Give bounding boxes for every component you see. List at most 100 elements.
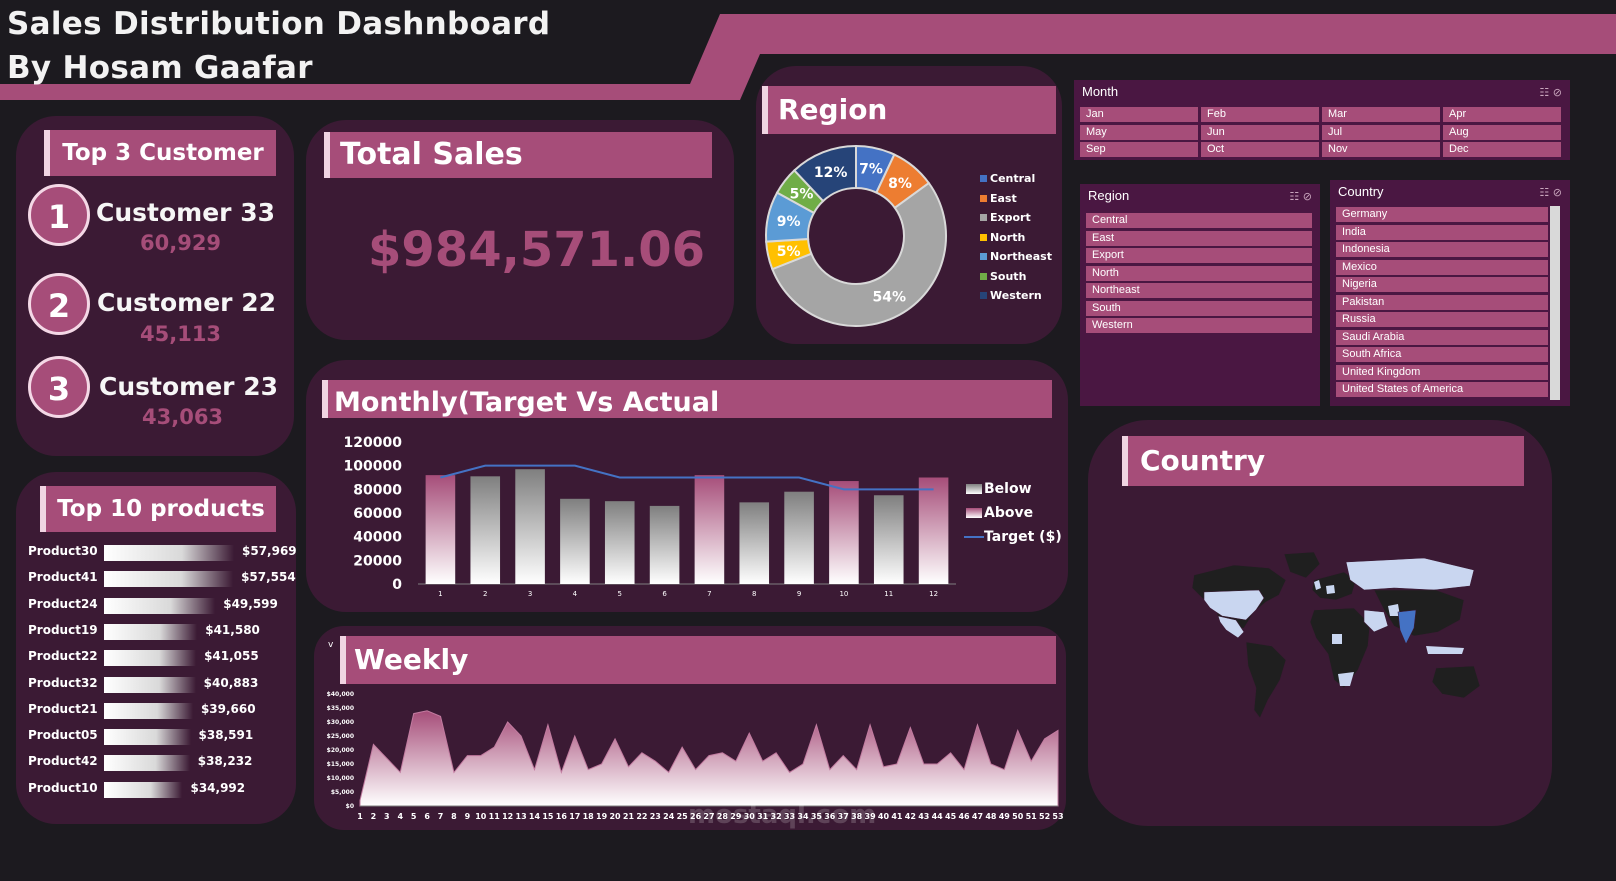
product-name: Product24 <box>28 596 98 611</box>
legend-label: Western <box>990 289 1042 302</box>
monthly-bar-3 <box>515 469 545 584</box>
region-chip-northeast[interactable]: Northeast <box>1086 283 1312 298</box>
product-bar <box>104 571 234 588</box>
monthly-legend-swatch <box>966 508 982 518</box>
country-slicer-scrollbar[interactable] <box>1550 206 1560 400</box>
month-chip-jun[interactable]: Jun <box>1201 124 1319 140</box>
product-bar <box>104 597 216 614</box>
region-slicer-clear-filter-icon[interactable]: ☷ ⊘ <box>1289 190 1312 203</box>
weekly-x-tick: 2 <box>371 812 377 821</box>
region-panel: Region 7% 8% 54% 5% 9% 5% 12% Central East Expor… <box>756 66 1062 344</box>
weekly-x-tick: 4 <box>397 812 403 821</box>
country-chip-india[interactable]: India <box>1336 224 1548 240</box>
weekly-filter-dropdown[interactable]: v <box>328 640 334 650</box>
month-chip-jul[interactable]: Jul <box>1322 124 1440 140</box>
month-chip-jan[interactable]: Jan <box>1080 107 1198 122</box>
weekly-x-tick: 35 <box>811 812 823 821</box>
region-chip-east[interactable]: East <box>1086 230 1312 246</box>
month-chip-aug[interactable]: Aug <box>1443 124 1561 140</box>
month-chip-sep[interactable]: Sep <box>1080 142 1198 157</box>
monthly-bar-5 <box>604 501 635 584</box>
month-chip-apr[interactable]: Apr <box>1443 107 1561 122</box>
country-slicer-clear-filter-icon[interactable]: ☷ ⊘ <box>1539 186 1562 199</box>
customer-name-1: Customer 33 <box>96 198 275 227</box>
customer-value-1: 60,929 <box>140 231 222 255</box>
month-slicer-clear-filter-icon[interactable]: ☷ ⊘ <box>1539 86 1562 99</box>
country-chip-united-kingdom[interactable]: United Kingdom <box>1336 364 1548 380</box>
product-value: $41,055 <box>204 649 259 664</box>
country-chip-mexico[interactable]: Mexico <box>1336 259 1548 275</box>
country-map-panel: Country <box>1088 420 1552 826</box>
month-slicer: Month ☷ ⊘ Jan Feb Mar Apr May Jun Jul Aug Sep Oct… <box>1074 80 1570 160</box>
weekly-x-tick: 15 <box>542 812 554 821</box>
monthly-x-tick: 3 <box>528 590 532 598</box>
weekly-x-tick: 45 <box>945 812 957 821</box>
weekly-x-tick: 51 <box>1026 812 1038 821</box>
country-chip-united-states-of-america[interactable]: United States of America <box>1336 382 1548 397</box>
donut-label-central: 7% <box>859 162 883 178</box>
weekly-x-tick: 14 <box>529 812 541 821</box>
country-chip-saudi-arabia[interactable]: Saudi Arabia <box>1336 329 1548 345</box>
product-name: Product05 <box>28 728 98 743</box>
map-south-africa <box>1338 672 1354 686</box>
region-slicer: Region ☷ ⊘ Central East Export North Northea… <box>1080 184 1320 406</box>
total-sales-heading: Total Sales <box>330 132 712 178</box>
legend-label: Northeast <box>990 250 1052 263</box>
map-pakistan <box>1388 604 1400 616</box>
monthly-y-tick: 120000 <box>344 435 403 451</box>
monthly-bar-10 <box>829 481 859 584</box>
country-chip-nigeria[interactable]: Nigeria <box>1336 277 1548 292</box>
weekly-x-tick: 27 <box>703 812 714 821</box>
weekly-x-tick: 7 <box>438 812 444 821</box>
monthly-x-tick: 6 <box>662 590 667 598</box>
map-mexico <box>1217 615 1245 639</box>
weekly-x-tick: 39 <box>865 812 877 821</box>
country-chip-indonesia[interactable]: Indonesia <box>1336 242 1548 257</box>
top-customers-panel: Top 3 Customer 1 Customer 33 60,929 2 Cu… <box>16 116 294 456</box>
weekly-x-tick: 9 <box>465 812 471 821</box>
world-map <box>1191 551 1481 719</box>
month-chip-feb[interactable]: Feb <box>1201 107 1319 122</box>
monthly-target-line <box>440 464 934 491</box>
weekly-x-tick: 12 <box>502 812 513 821</box>
map-greenland <box>1283 551 1321 579</box>
region-heading: Region <box>768 86 1056 134</box>
product-value: $57,969 <box>242 544 297 558</box>
weekly-x-tick: 11 <box>489 812 501 821</box>
monthly-x-tick: 12 <box>929 590 938 598</box>
region-chip-western[interactable]: Western <box>1086 318 1312 333</box>
region-legend-item-north: North <box>980 231 1025 244</box>
region-chip-central[interactable]: Central <box>1086 213 1312 228</box>
product-bar <box>104 729 191 746</box>
country-chip-germany[interactable]: Germany <box>1336 207 1548 222</box>
weekly-x-tick: 44 <box>932 812 944 821</box>
product-value: $38,591 <box>198 728 254 743</box>
weekly-x-tick: 34 <box>797 812 809 821</box>
monthly-bar-4 <box>560 498 590 584</box>
monthly-bar-11 <box>873 495 904 584</box>
legend-swatch <box>980 292 987 299</box>
product-name: Product42 <box>28 754 98 769</box>
monthly-bar-12 <box>918 477 949 584</box>
month-chip-may[interactable]: May <box>1080 124 1198 140</box>
month-chip-dec[interactable]: Dec <box>1443 142 1561 157</box>
country-chip-pakistan[interactable]: Pakistan <box>1336 294 1548 310</box>
country-chip-south-africa[interactable]: South Africa <box>1336 347 1548 362</box>
month-chip-nov[interactable]: Nov <box>1322 142 1440 157</box>
region-chip-north[interactable]: North <box>1086 265 1312 281</box>
weekly-x-tick: 6 <box>424 812 430 821</box>
region-chip-south[interactable]: South <box>1086 300 1312 316</box>
weekly-x-tick: 32 <box>771 812 782 821</box>
country-chip-russia[interactable]: Russia <box>1336 312 1548 327</box>
month-chip-mar[interactable]: Mar <box>1322 107 1440 122</box>
total-sales-panel: Total Sales $984,571.06 <box>306 120 734 340</box>
product-name: Product41 <box>28 570 98 585</box>
weekly-x-tick: 13 <box>516 812 527 821</box>
month-chip-oct[interactable]: Oct <box>1201 142 1319 157</box>
region-legend-item-northeast: Northeast <box>980 250 1052 263</box>
region-chip-export[interactable]: Export <box>1086 248 1312 263</box>
monthly-x-tick: 7 <box>707 590 711 598</box>
product-value: $39,660 <box>200 701 256 716</box>
weekly-area <box>359 710 1059 807</box>
weekly-y-tick: $20,000 <box>327 747 354 754</box>
